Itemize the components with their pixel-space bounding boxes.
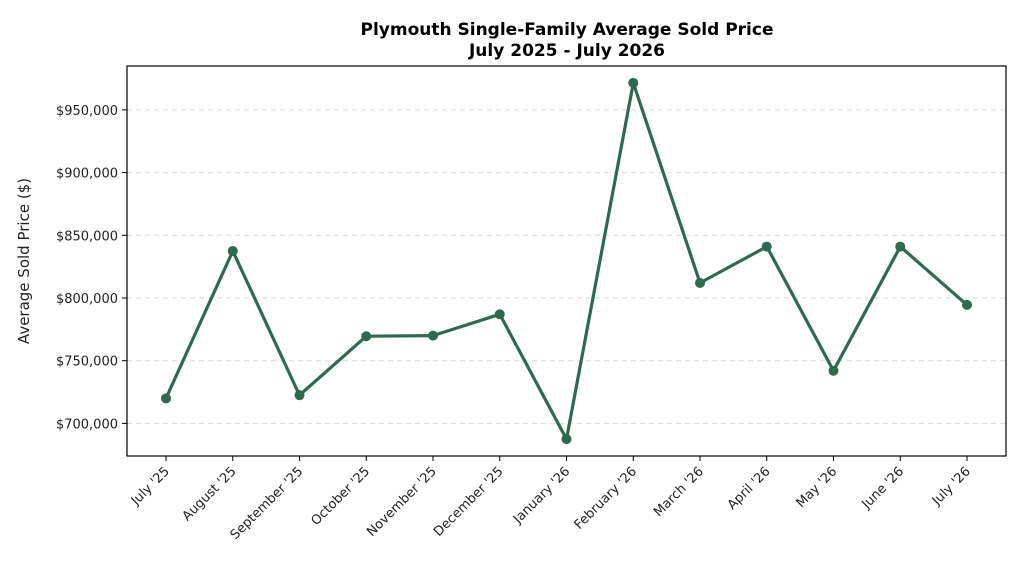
y-tick-label: $900,000: [56, 167, 118, 182]
x-tick-label: March '26: [651, 464, 707, 520]
x-tick-label: February '26: [572, 464, 640, 532]
data-point: [227, 245, 238, 256]
y-axis-label: Average Sold Price ($): [15, 178, 33, 344]
data-point: [695, 277, 705, 288]
x-tick-label: November '25: [364, 464, 440, 540]
x-tick-label: December '25: [431, 464, 506, 539]
data-point: [361, 331, 372, 342]
data-point: [161, 393, 171, 404]
x-tick-label: January '26: [510, 464, 573, 527]
data-point: [761, 241, 772, 252]
y-tick-label: $950,000: [56, 104, 118, 119]
x-tick-label: May '26: [794, 464, 841, 511]
y-tick-label: $800,000: [56, 292, 118, 307]
data-point: [828, 365, 839, 376]
y-tick-label: $750,000: [56, 355, 118, 370]
data-point: [294, 390, 305, 401]
data-point: [895, 241, 906, 252]
x-tick-label: April '26: [725, 464, 774, 513]
chart-subtitle: July 2025 - July 2026: [468, 41, 665, 61]
x-tick-label: July '25: [128, 464, 173, 509]
axes-layer: [126, 65, 1007, 457]
data-point: [628, 77, 639, 88]
chart-title: Plymouth Single-Family Average Sold Pric…: [361, 20, 774, 40]
data-point: [561, 434, 572, 445]
series-line: [164, 81, 969, 441]
y-tick-label: $850,000: [56, 229, 118, 244]
x-tick-label: June '26: [859, 464, 907, 512]
x-tick-label: October '25: [309, 464, 374, 529]
x-tick-label: August '25: [180, 464, 240, 524]
tick-layer: $700,000 $750,000 $800,000 $850,000 $900,000…: [56, 104, 974, 543]
x-tick-label: September '25: [228, 464, 307, 543]
x-tick-label: July '26: [929, 464, 974, 509]
series-layer: [161, 77, 972, 445]
y-tick-label: $700,000: [56, 417, 118, 432]
grid-layer: [127, 109, 1006, 424]
data-point: [428, 330, 438, 341]
data-point: [962, 299, 972, 310]
data-point: [494, 309, 505, 320]
plot-frame: [126, 65, 1007, 457]
